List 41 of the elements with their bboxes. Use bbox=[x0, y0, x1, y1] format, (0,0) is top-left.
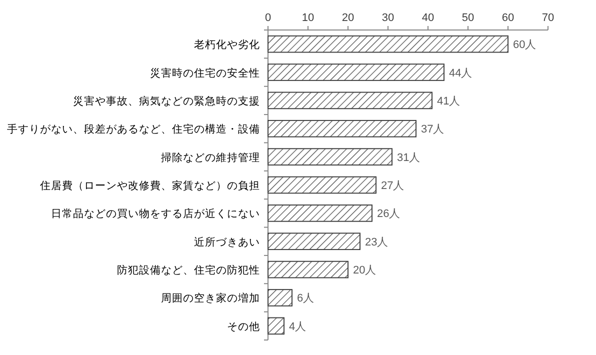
data-label: 60人 bbox=[513, 39, 536, 52]
bar bbox=[268, 204, 372, 222]
bar bbox=[268, 176, 376, 194]
x-tick-label: 60 bbox=[502, 12, 514, 24]
y-tick-label: 災害時の住宅の安全性 bbox=[150, 66, 260, 80]
bar bbox=[268, 260, 348, 278]
x-tick-label: 0 bbox=[264, 12, 272, 24]
y-tick-label: 災害や事故、病気などの緊急時の支援 bbox=[73, 94, 260, 108]
bar bbox=[268, 289, 292, 306]
x-tick-label: 30 bbox=[382, 12, 394, 24]
data-label: 27人 bbox=[381, 180, 404, 192]
bar bbox=[268, 317, 284, 335]
y-tick-label: 日常品などの買い物をする店が近くにない bbox=[51, 207, 260, 220]
x-tick-label: 70 bbox=[542, 12, 554, 24]
data-label: 4人 bbox=[289, 320, 306, 333]
y-tick-label: 近所づきあい bbox=[194, 235, 260, 248]
x-tick-label: 20 bbox=[342, 12, 354, 24]
data-label: 44人 bbox=[449, 67, 472, 80]
bar bbox=[268, 64, 444, 81]
y-tick-label: 住居費（ローンや改修費、家賃など）の負担 bbox=[40, 179, 260, 192]
x-tick-label: 50 bbox=[462, 12, 474, 24]
data-label: 6人 bbox=[297, 292, 314, 305]
data-label: 23人 bbox=[365, 236, 388, 248]
y-tick-label: 周囲の空き家の増加 bbox=[161, 292, 260, 305]
data-label: 37人 bbox=[421, 124, 444, 136]
y-tick-label: その他 bbox=[227, 320, 260, 333]
y-tick-label: 手すりがない、段差があるなど、住宅の構造・設備 bbox=[7, 122, 260, 136]
y-tick-label: 老朽化や劣化 bbox=[194, 38, 260, 52]
data-label: 41人 bbox=[437, 95, 460, 108]
data-label: 26人 bbox=[377, 208, 400, 220]
y-tick-label: 掃除などの維持管理 bbox=[161, 152, 260, 164]
bar bbox=[268, 35, 508, 53]
x-tick-label: 40 bbox=[422, 12, 434, 24]
bar bbox=[268, 148, 392, 166]
data-label: 20人 bbox=[353, 264, 376, 277]
bar bbox=[268, 120, 416, 138]
data-label: 31人 bbox=[397, 152, 420, 164]
bar bbox=[268, 232, 360, 250]
x-tick-label: 10 bbox=[302, 12, 314, 24]
y-tick-label: 防犯設備など、住宅の防犯性 bbox=[117, 264, 260, 277]
bar bbox=[268, 92, 432, 110]
